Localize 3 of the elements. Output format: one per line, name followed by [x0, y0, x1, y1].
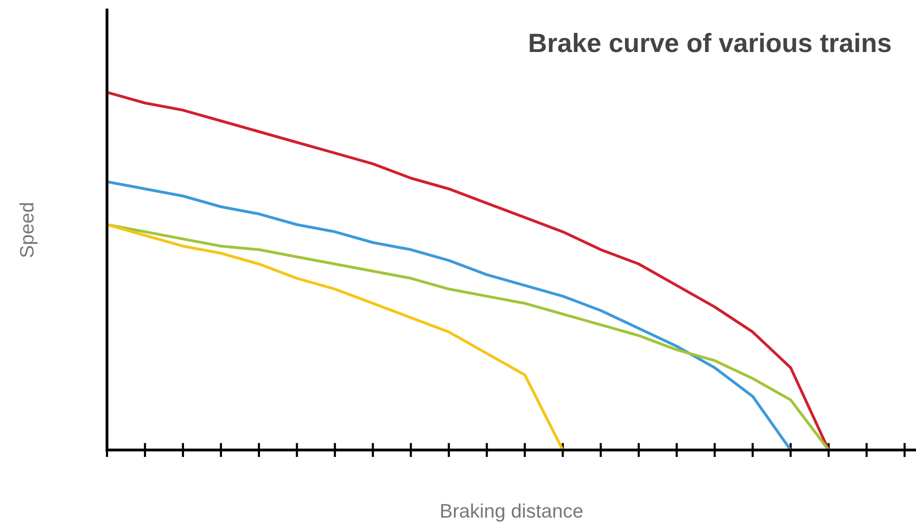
- y-axis-title: Speed: [19, 203, 38, 258]
- x-axis-title: Braking distance: [441, 503, 583, 522]
- chart-title: Brake curve of various trains: [530, 32, 891, 52]
